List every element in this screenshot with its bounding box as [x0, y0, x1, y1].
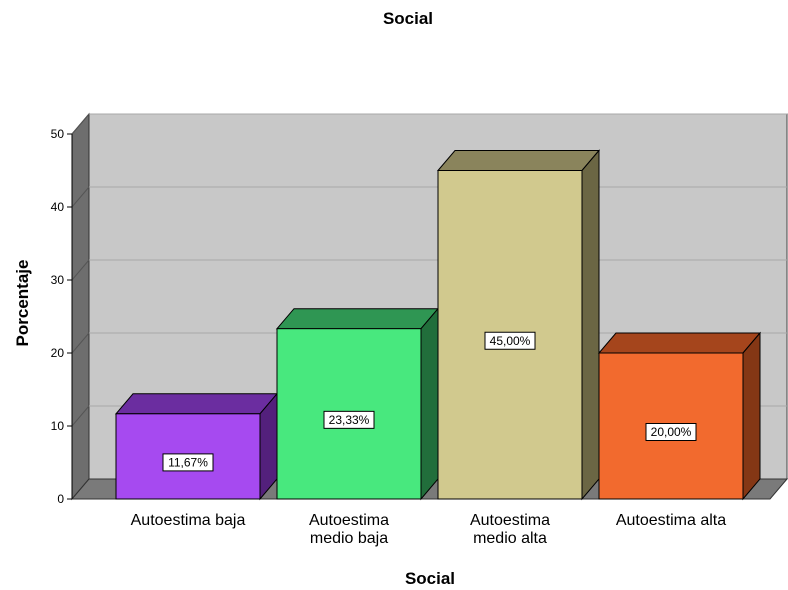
bars: 11,67% 23,33% 45,00% 20,00%	[114, 149, 762, 501]
gridline-left-wall	[71, 259, 90, 281]
gridline-left-wall	[71, 405, 90, 427]
bar-side	[420, 307, 439, 501]
data-label-box	[323, 410, 375, 429]
x-category-label: Autoestima medio alta	[470, 512, 550, 547]
gridline-left-wall	[71, 113, 90, 135]
bar-top	[114, 393, 279, 415]
x-category-label: Autoestima medio baja	[309, 512, 389, 547]
bar-2: 23,33%	[275, 307, 440, 501]
data-label-box	[645, 423, 697, 441]
data-label: 45,00%	[490, 334, 531, 348]
bar-side	[742, 331, 761, 501]
data-label-box	[162, 453, 214, 472]
bar-4: 20,00%	[597, 331, 762, 501]
x-axis-title: Social	[405, 569, 455, 588]
x-category-label: Autoestima baja	[131, 512, 246, 529]
y-tick-label: 30	[51, 273, 65, 287]
data-label: 23,33%	[329, 413, 370, 427]
data-label: 11,67%	[168, 455, 208, 469]
x-category-label: Autoestima alta	[616, 512, 726, 529]
data-label-box	[484, 331, 536, 350]
data-label: 20,00%	[651, 425, 692, 439]
bar-top	[597, 332, 762, 354]
y-tick-label: 10	[51, 419, 65, 433]
y-tick-label: 40	[51, 200, 65, 214]
gridline-left-wall	[71, 186, 90, 208]
gridline-left-wall	[71, 332, 90, 354]
y-axis-title: Porcentaje	[13, 260, 32, 347]
bar-top	[275, 308, 440, 330]
bar-top	[436, 150, 601, 171]
axes: 0 10 20 30 40 50 Autoestima baja Autoestima medi…	[51, 127, 727, 547]
bar-side	[581, 149, 600, 501]
chart-title: Social	[383, 9, 433, 28]
y-tick-label: 20	[51, 346, 65, 360]
bar-3: 45,00%	[436, 149, 601, 501]
y-tick-label: 50	[51, 127, 65, 141]
bar-1: 11,67%	[114, 392, 279, 501]
left-wall	[71, 112, 90, 501]
y-tick-label: 0	[57, 492, 64, 506]
